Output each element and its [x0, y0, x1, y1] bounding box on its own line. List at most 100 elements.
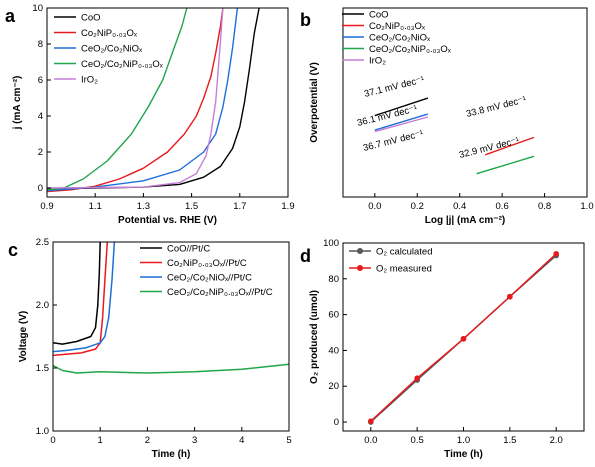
panel-d-chart: 0.0 0.5 1.0 1.5 2.0 0 20 40 60 80 100 Time (h) O₂ pr… [309, 238, 585, 460]
panel-d-y-tick-label: 40 [328, 345, 339, 356]
panel-c-legend-label: CeO₂/Co₂NiOₓ//Pt/C [167, 273, 252, 284]
panel-d-y-tick-label: 80 [328, 274, 339, 285]
panel-a-series-line [46, 7, 224, 189]
panel-a-series-line [46, 7, 188, 191]
panel-d-y-tick-label: 20 [328, 381, 339, 392]
panel-d-point [368, 418, 374, 424]
panel-a-y-tick-label: 2 [38, 147, 43, 158]
panel-a-x-tick-label: 1.3 [137, 201, 150, 212]
panel-b-x-tick-label: 0.2 [411, 201, 424, 212]
panel-b-x-tick-label: 0.0 [368, 201, 381, 212]
panel-c-series-line [52, 241, 109, 357]
panel-a-plot-frame [46, 7, 289, 198]
panel-a-legend-label: IrO₂ [81, 75, 98, 86]
panel-b-legend-label: CeO₂/Co₂NiOₓ [369, 33, 431, 44]
panel-c-x-tick-label: 1 [98, 435, 103, 446]
panel-d-x-tick-label: 1.5 [503, 435, 516, 446]
panel-b-slope-annotation: 36.7 mV dec⁻¹ [362, 128, 424, 154]
panel-d-x-tick-label: 1.0 [457, 435, 470, 446]
panel-c-x-tick-label: 2 [145, 435, 150, 446]
panel-b-plot-frame [342, 7, 588, 198]
panel-a-series-line [46, 7, 224, 193]
panel-c-letter: c [8, 240, 18, 260]
panel-d-x-tick-label: 0.0 [364, 435, 377, 446]
panel-a-y-axis-label: j (mA cm⁻²) [12, 76, 23, 131]
panel-b-x-tick-label: 1.0 [580, 201, 593, 212]
panel-d-legend-marker [357, 265, 363, 271]
panel-b-legend-label: Co₂NiP₀.₀₃Oₓ [369, 21, 426, 32]
panel-b-legend-label: IrO₂ [369, 56, 386, 67]
panel-b-y-axis-label: Overpotential (V) [309, 62, 320, 143]
panel-a-y-tick-label: 4 [38, 111, 43, 122]
panel-c-series-line [52, 241, 116, 353]
panel-a-letter: a [5, 6, 16, 26]
panel-c-y-tick-label: 2.0 [36, 300, 49, 311]
panel-c-plot-frame [52, 241, 290, 432]
panel-c-legend-label: CoO//Pt/C [167, 244, 210, 255]
panel-d-y-tick-label: 100 [323, 238, 339, 249]
panel-b-tafel-line [374, 97, 429, 117]
panel-d-point [553, 250, 559, 257]
panel-a-x-tick-label: 0.9 [40, 201, 53, 212]
panel-c-x-tick-label: 4 [239, 435, 244, 446]
panel-c-x-tick-label: 5 [286, 435, 291, 446]
panel-a-legend-label: CeO₂/Co₂NiOₓ [81, 44, 143, 55]
panel-c-series-line [52, 241, 101, 345]
panel-b-tafel-line [476, 155, 535, 175]
panel-c-y-tick-label: 2.5 [36, 237, 49, 248]
panel-a-series-line [46, 7, 239, 192]
panel-a-legend-label: CeO₂/Co₂NiP₀.₀₃Oₓ [81, 59, 164, 70]
panel-b-tafel-line [484, 136, 535, 156]
panel-c-x-tick-label: 0 [50, 435, 55, 446]
panel-d-point [414, 375, 420, 381]
panel-d-x-axis-label: Time (h) [444, 449, 483, 460]
panel-a-y-tick-label: 8 [38, 39, 43, 50]
panel-b-tafel-line [374, 116, 429, 133]
panel-d-y-tick-label: 0 [334, 417, 339, 428]
panel-d-legend-label: O₂ measured [376, 264, 432, 275]
panel-b-slope-annotation: 32.9 mV dec⁻¹ [458, 135, 520, 161]
panel-b-x-axis-label: Log |j| (mA cm⁻²) [425, 215, 506, 226]
panel-a-chart: 0.9 1.1 1.3 1.5 1.7 1.9 0 2 4 6 8 10 Potential vs. R… [12, 3, 295, 226]
panel-b-slope-annotation: 37.1 mV dec⁻¹ [363, 74, 425, 100]
panel-a-y-tick-label: 10 [32, 3, 43, 14]
panel-c-x-tick-label: 3 [192, 435, 197, 446]
panel-d-y-tick-label: 60 [328, 310, 339, 321]
panel-a-x-tick-label: 1.5 [185, 201, 198, 212]
panel-d-point [507, 293, 513, 300]
panel-b-legend-label: CoO [369, 10, 389, 21]
panel-b-slope-annotation: 36.1 mV dec⁻¹ [356, 103, 418, 129]
panel-c-x-axis-label: Time (h) [152, 449, 191, 460]
panel-d-y-axis-label: O₂ produced (umol) [309, 290, 320, 384]
panel-c-y-tick-label: 1.0 [36, 426, 49, 437]
panel-a-x-tick-label: 1.9 [281, 201, 294, 212]
panel-a-x-tick-label: 1.7 [233, 201, 246, 212]
panel-b-x-tick-label: 0.8 [538, 201, 551, 212]
panel-d-point [460, 335, 467, 342]
panel-c-series-line [52, 363, 290, 374]
panel-b-slope-annotation: 33.8 mV dec⁻¹ [465, 94, 527, 120]
panel-d-x-tick-label: 2.0 [550, 435, 563, 446]
panel-a-x-axis-label: Potential vs. RHE (V) [118, 215, 217, 226]
panel-d-letter: d [300, 246, 311, 266]
panel-c-chart: 0 1 2 3 4 5 1.0 1.5 2.0 2.5 Time (h) Voltage (V) CoO… [18, 237, 292, 460]
panel-b-tafel-line [374, 113, 429, 131]
panel-a-y-tick-label: 0 [38, 183, 43, 194]
panel-d-legend-marker [357, 248, 363, 254]
panel-a-y-tick-label: 6 [38, 75, 43, 86]
panel-b-legend-label: CeO₂/Co₂NiP₀.₀₃Oₓ [369, 44, 452, 55]
panel-d-x-tick-label: 0.5 [411, 435, 424, 446]
panel-b-letter: b [300, 10, 311, 30]
panel-b-x-tick-label: 0.4 [453, 201, 466, 212]
panel-a-x-tick-label: 1.1 [89, 201, 102, 212]
panel-c-y-tick-label: 1.5 [36, 363, 49, 374]
panel-d-legend-label: O₂ calculated [376, 247, 433, 258]
panel-b-chart: 0.0 0.2 0.4 0.6 0.8 1.0 Log |j| (mA cm⁻²) Overp… [309, 7, 594, 226]
panel-b-x-tick-label: 0.6 [496, 201, 509, 212]
panel-a-legend-label: Co₂NiP₀.₀₃Oₓ [81, 28, 138, 39]
panel-c-legend-label: Co₂NiP₀.₀₃Oₓ//Pt/C [167, 258, 247, 269]
panel-c-legend-label: CeO₂/Co₂NiP₀.₀₃Oₓ//Pt/C [167, 287, 273, 298]
panel-c-y-axis-label: Voltage (V) [18, 311, 29, 362]
panel-a-legend-label: CoO [81, 13, 101, 24]
